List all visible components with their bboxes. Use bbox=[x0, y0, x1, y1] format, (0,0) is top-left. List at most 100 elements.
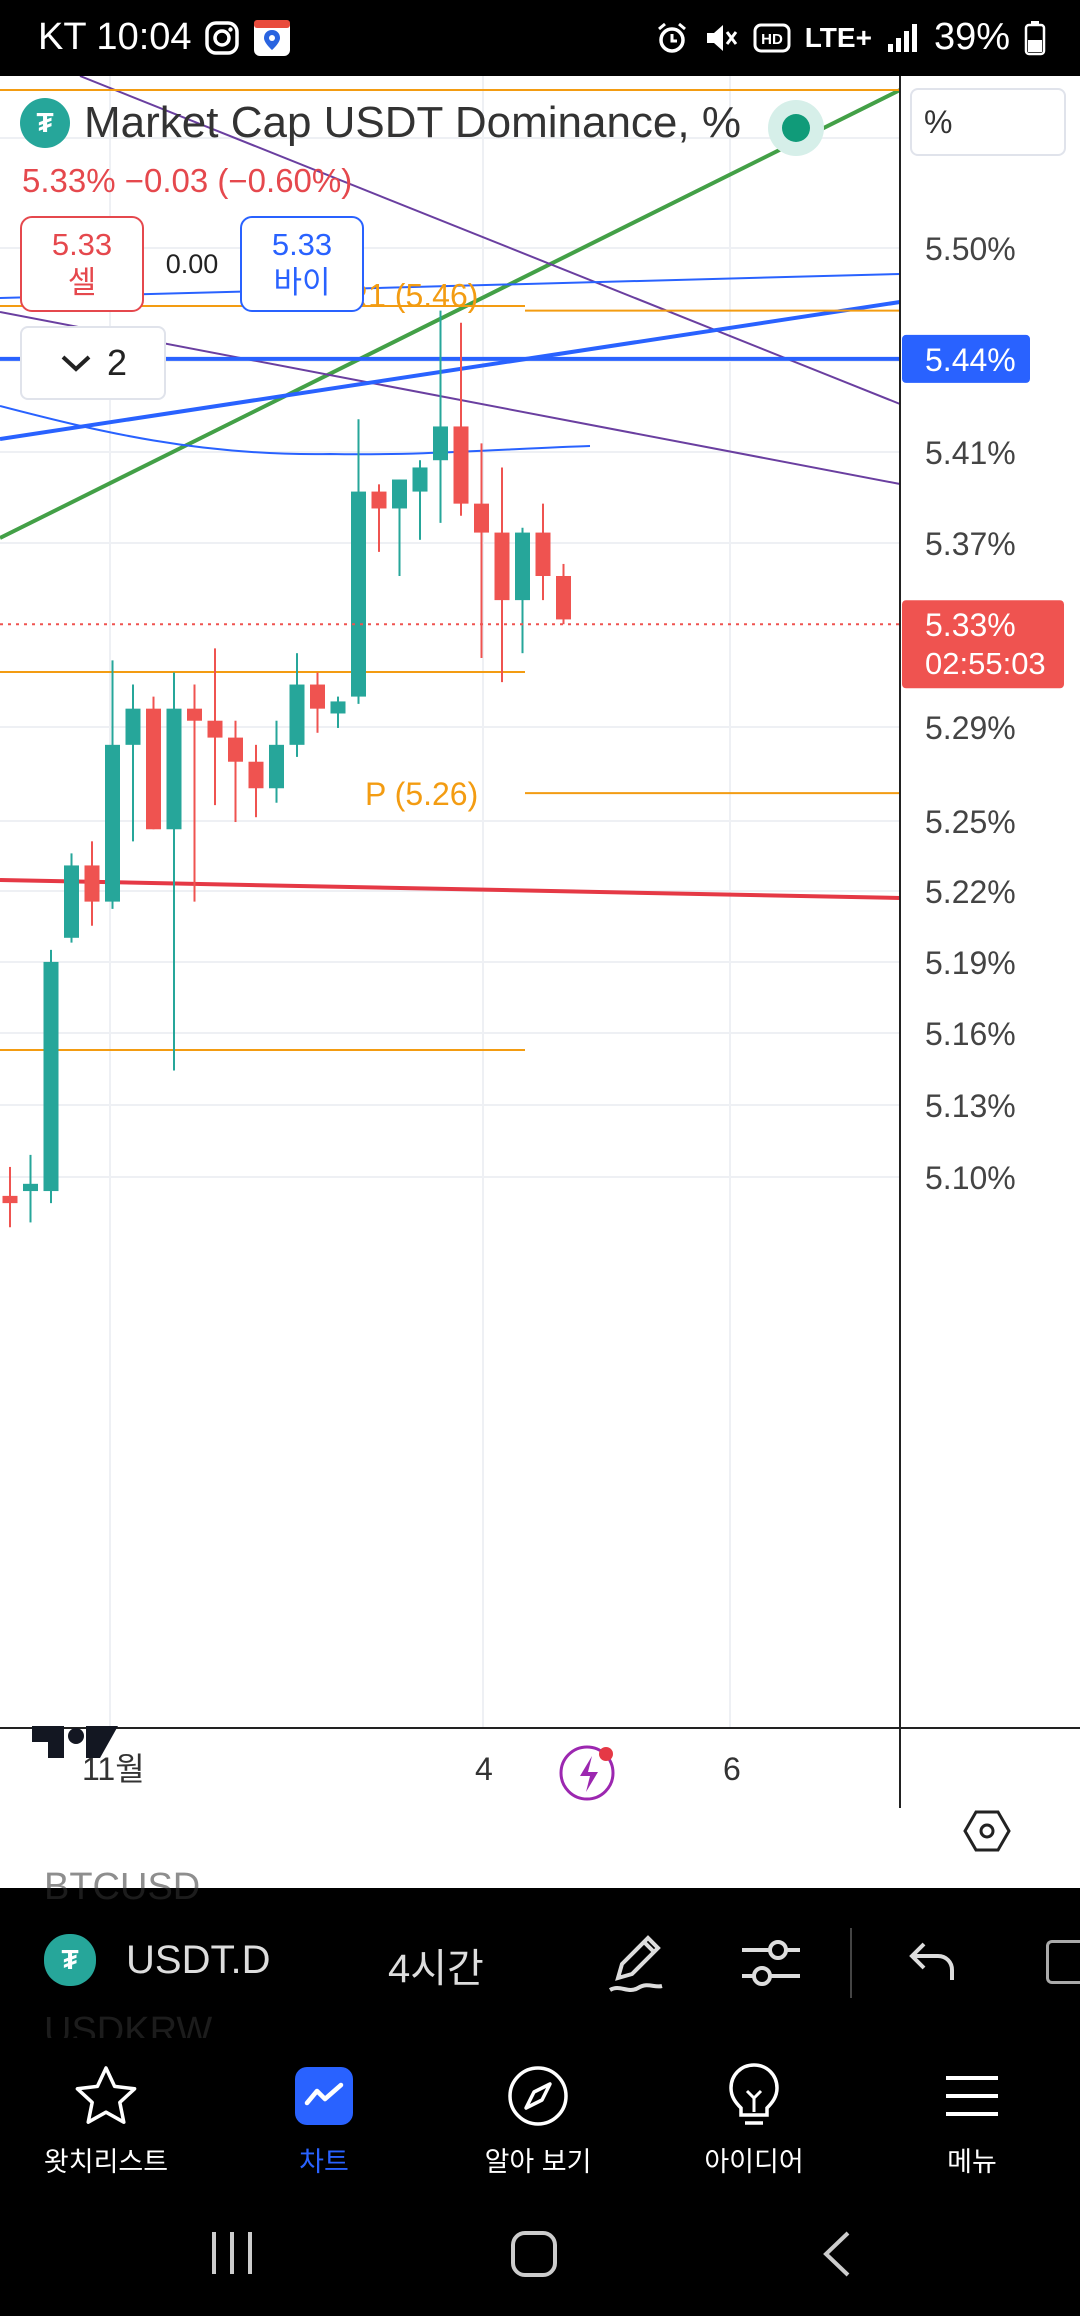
last-price-badge bbox=[902, 600, 1064, 689]
candle-body bbox=[474, 503, 489, 533]
sell-price: 5.33 bbox=[51, 227, 113, 262]
spread-value: 0.00 bbox=[165, 248, 219, 279]
blue-trendline bbox=[0, 273, 901, 299]
countdown-label: 02:55:03 bbox=[925, 646, 1046, 681]
candle-body bbox=[535, 532, 551, 576]
carrier-time: KT 10:04 bbox=[38, 16, 192, 58]
candle-body bbox=[351, 491, 366, 697]
price-tick-label: 5.10% bbox=[925, 1160, 1016, 1196]
nav-chart[interactable]: 차트 bbox=[234, 2052, 414, 2179]
time-axis-bg bbox=[0, 1728, 1080, 1808]
mute-icon bbox=[706, 24, 737, 51]
buy-button[interactable]: 5.33 바이 bbox=[240, 216, 364, 312]
chart-area[interactable]: R1 (5.46)P (5.26) 5.55%5.50%5.45%5.41%5.… bbox=[0, 76, 1080, 1888]
nav-watchlist[interactable]: 왓치리스트 bbox=[16, 2052, 196, 2179]
symbol-selector[interactable]: ₮ USDT.D bbox=[44, 1934, 270, 1986]
home-icon[interactable] bbox=[510, 2230, 558, 2278]
indicator-settings-button[interactable] bbox=[740, 1934, 802, 1992]
candle-body bbox=[23, 1183, 38, 1192]
lightbulb-icon bbox=[729, 2063, 779, 2125]
lightning-icon[interactable] bbox=[559, 1745, 615, 1801]
candle-body bbox=[515, 532, 530, 601]
time-tick-label: 6 bbox=[723, 1751, 741, 1787]
candle-body bbox=[84, 865, 100, 902]
pen-icon bbox=[608, 1935, 663, 1992]
candle-body bbox=[453, 426, 469, 504]
price-tick-label: 5.29% bbox=[925, 710, 1016, 746]
candle-body bbox=[125, 708, 141, 745]
nav-watchlist-label: 왓치리스트 bbox=[43, 2147, 169, 2177]
candle-body bbox=[412, 467, 428, 492]
candle-body bbox=[166, 708, 182, 830]
star-icon bbox=[75, 2066, 137, 2124]
drawn-trendlines bbox=[0, 76, 901, 900]
price-marker-blue-label: 5.44% bbox=[925, 342, 1016, 378]
buy-price: 5.33 bbox=[271, 227, 333, 262]
battery-percent: 39% bbox=[933, 16, 1010, 58]
price-chart[interactable]: R1 (5.46)P (5.26) 5.55%5.50%5.45%5.41%5.… bbox=[0, 76, 1080, 1888]
instagram-icon bbox=[204, 20, 239, 55]
more-tools-edge[interactable] bbox=[1046, 1940, 1080, 1984]
candle-body bbox=[556, 576, 571, 620]
candle-body bbox=[392, 479, 407, 509]
faded-symbol-above: BTCUSD bbox=[44, 1866, 201, 1908]
indicators-toggle[interactable]: 2 bbox=[20, 326, 166, 400]
price-tick-label: 5.25% bbox=[925, 804, 1016, 840]
tether-icon: ₮ bbox=[20, 98, 70, 148]
nav-menu-label: 메뉴 bbox=[947, 2147, 997, 2177]
chart-settings-icon-center bbox=[979, 1823, 995, 1839]
price-tick-label: 5.37% bbox=[925, 526, 1016, 562]
candle-body bbox=[248, 761, 264, 789]
candle-body bbox=[289, 684, 305, 745]
svg-text:HD: HD bbox=[761, 31, 783, 48]
interval-selector[interactable]: 4시간 bbox=[388, 1947, 484, 1991]
drawing-tool-button[interactable] bbox=[604, 1928, 668, 1998]
network-type: LTE+ bbox=[804, 21, 872, 53]
price-tick-label: 5.13% bbox=[925, 1088, 1016, 1124]
nav-explore-label: 알아 보기 bbox=[484, 2147, 592, 2177]
chart-toolbar: BTCUSD ₮ USDT.D 4시간 USDKRW bbox=[0, 1866, 1080, 2052]
map-app-icon bbox=[253, 19, 290, 56]
candle-body bbox=[494, 532, 510, 601]
toolbar-symbol: USDT.D bbox=[126, 1937, 271, 1982]
last-price-label: 5.33% bbox=[925, 607, 1016, 643]
chart-icon bbox=[295, 2067, 353, 2125]
candle-body bbox=[146, 708, 161, 830]
recent-apps-icon[interactable] bbox=[208, 2230, 256, 2276]
compass-icon bbox=[508, 2066, 568, 2126]
menu-icon bbox=[946, 2076, 998, 2116]
nav-menu[interactable]: 메뉴 bbox=[882, 2052, 1062, 2179]
candle-body bbox=[105, 744, 120, 902]
candle-body bbox=[43, 961, 59, 1192]
candle-body bbox=[207, 720, 223, 738]
undo-button[interactable] bbox=[908, 1938, 958, 1984]
price-tick-label: 5.22% bbox=[925, 874, 1016, 910]
candle-body bbox=[269, 744, 284, 789]
blue-trendline bbox=[0, 300, 901, 441]
alarm-icon bbox=[657, 22, 686, 53]
chart-title[interactable]: Market Cap USDT Dominance, % bbox=[84, 98, 741, 147]
back-icon[interactable] bbox=[822, 2230, 852, 2278]
moving-average-line bbox=[0, 405, 591, 456]
buy-label: 바이 bbox=[273, 265, 331, 300]
sell-button[interactable]: 5.33 셀 bbox=[20, 216, 144, 312]
chart-settings-icon[interactable] bbox=[963, 1810, 1011, 1852]
price-change: 5.33% −0.03 (−0.60%) bbox=[22, 162, 353, 199]
status-bar: KT 10:04 HD LTE+ 39% bbox=[0, 0, 1080, 76]
market-open-indicator[interactable] bbox=[768, 100, 824, 156]
red-trendline bbox=[0, 878, 901, 900]
scale-mode-button[interactable]: % bbox=[910, 88, 1066, 156]
battery-icon bbox=[1024, 20, 1046, 55]
candle-body bbox=[371, 491, 387, 509]
tradingview-logo bbox=[32, 1726, 118, 1758]
chevron-down-icon bbox=[61, 355, 91, 372]
undo-icon bbox=[909, 1942, 954, 1980]
green-trendline bbox=[0, 88, 901, 540]
pivot-label-p: P (5.26) bbox=[365, 776, 478, 812]
nav-explore[interactable]: 알아 보기 bbox=[448, 2052, 628, 2179]
price-tick-label: 5.19% bbox=[925, 945, 1016, 981]
nav-ideas[interactable]: 아이디어 bbox=[664, 2052, 844, 2179]
system-navigation-bar bbox=[0, 2186, 1080, 2316]
candle-body bbox=[310, 684, 325, 709]
sell-label: 셀 bbox=[67, 265, 97, 300]
